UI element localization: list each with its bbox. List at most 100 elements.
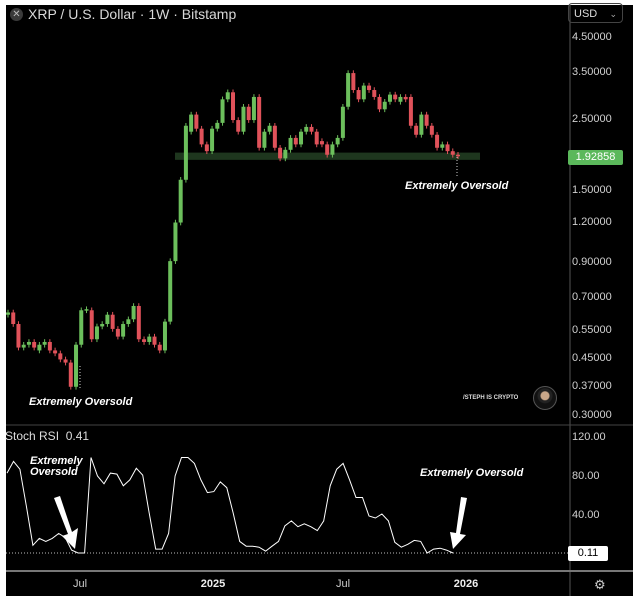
candle [429, 125, 434, 135]
x-tick: 2026 [453, 578, 479, 590]
candle [79, 310, 84, 345]
candle [241, 106, 246, 132]
arrow-icon [450, 497, 467, 549]
candle [194, 114, 199, 129]
avatar [533, 386, 557, 410]
candle [257, 96, 262, 148]
price-tick: 1.50000 [572, 184, 612, 197]
price-tick: 0.55000 [572, 324, 612, 337]
chart-title: ✕ XRP / U.S. Dollar · 1W · Bitstamp [10, 6, 236, 22]
candle [424, 114, 429, 126]
candle [173, 222, 178, 262]
candle [142, 339, 147, 342]
candle [157, 344, 162, 351]
candle [403, 96, 408, 100]
rsi-tick: 80.00 [572, 470, 600, 482]
price-tick: 0.30000 [572, 409, 612, 422]
candle [152, 336, 157, 345]
candle [37, 344, 42, 351]
candle [435, 134, 440, 148]
candle [377, 96, 382, 110]
candle [450, 151, 455, 155]
watermark: /STEPH IS CRYPTO [463, 395, 519, 401]
annotation-oversold-rsi-right: Extremely Oversold [420, 467, 524, 479]
candle [236, 120, 241, 132]
candle [293, 137, 298, 145]
price-tick: 3.50000 [572, 66, 612, 79]
candle [445, 144, 450, 152]
candle [330, 144, 335, 155]
currency-select[interactable]: USD ⌄ [568, 3, 623, 23]
price-tick: 1.20000 [572, 215, 612, 228]
candle [251, 96, 256, 121]
annotation-line: Oversold [30, 466, 78, 478]
rsi-value-tag: 0.11 [568, 546, 608, 561]
candle [408, 96, 413, 126]
candle [68, 362, 73, 387]
candle [440, 144, 445, 148]
candle [58, 353, 63, 360]
candle [21, 344, 26, 348]
candle [356, 90, 361, 100]
candle [299, 131, 304, 145]
candle [215, 122, 220, 129]
candle [178, 179, 183, 223]
candle [63, 359, 68, 363]
candle [210, 128, 215, 152]
rsi-tick: 40.00 [572, 509, 600, 521]
candle [168, 261, 173, 322]
price-tick: 0.37000 [572, 379, 612, 392]
gear-icon[interactable]: ⚙ [594, 577, 606, 592]
price-tick: 0.70000 [572, 290, 612, 303]
annotation-line: Extremely [30, 455, 83, 467]
candle [414, 125, 419, 135]
candle [419, 114, 424, 135]
candle [220, 99, 225, 123]
price-tick: 0.90000 [572, 255, 612, 268]
candle [147, 336, 152, 342]
rsi-legend[interactable]: Stoch RSI 0.41 [5, 429, 89, 443]
currency-label: USD [574, 8, 598, 20]
annotation-oversold-price-left: Extremely Oversold [29, 396, 133, 408]
candle [361, 85, 366, 100]
close-icon[interactable]: ✕ [10, 7, 23, 21]
candle [367, 85, 372, 91]
candle [6, 312, 10, 315]
candle [288, 137, 293, 150]
candle [319, 141, 324, 145]
candle [456, 154, 460, 157]
candle [283, 149, 288, 159]
candle [32, 341, 37, 348]
candle [387, 94, 392, 102]
candle [115, 328, 120, 337]
candle [110, 314, 115, 329]
candle [89, 310, 94, 340]
rsi-tick: 120.00 [572, 431, 606, 443]
candle [47, 341, 52, 351]
candle [398, 96, 403, 102]
x-tick: Jul [335, 578, 351, 590]
candle [11, 312, 16, 325]
candle [246, 106, 251, 121]
price-tick: 2.50000 [572, 113, 612, 126]
candle [204, 144, 209, 152]
symbol-title[interactable]: XRP / U.S. Dollar · 1W · Bitstamp [28, 6, 237, 22]
candle [382, 101, 387, 110]
candle [74, 344, 79, 387]
candle [183, 125, 188, 180]
candle [272, 125, 277, 148]
candle [278, 147, 283, 159]
annotation-oversold-rsi-left: Extremely Oversold [30, 456, 83, 478]
candle [105, 314, 110, 325]
candle [94, 326, 99, 340]
price-tick: 0.45000 [572, 352, 612, 365]
candle [351, 73, 356, 91]
candle [231, 92, 235, 121]
candle [372, 90, 377, 97]
candle [53, 350, 58, 354]
candle [126, 319, 131, 325]
candle [26, 341, 31, 345]
candle [314, 131, 319, 145]
candle [393, 94, 398, 100]
